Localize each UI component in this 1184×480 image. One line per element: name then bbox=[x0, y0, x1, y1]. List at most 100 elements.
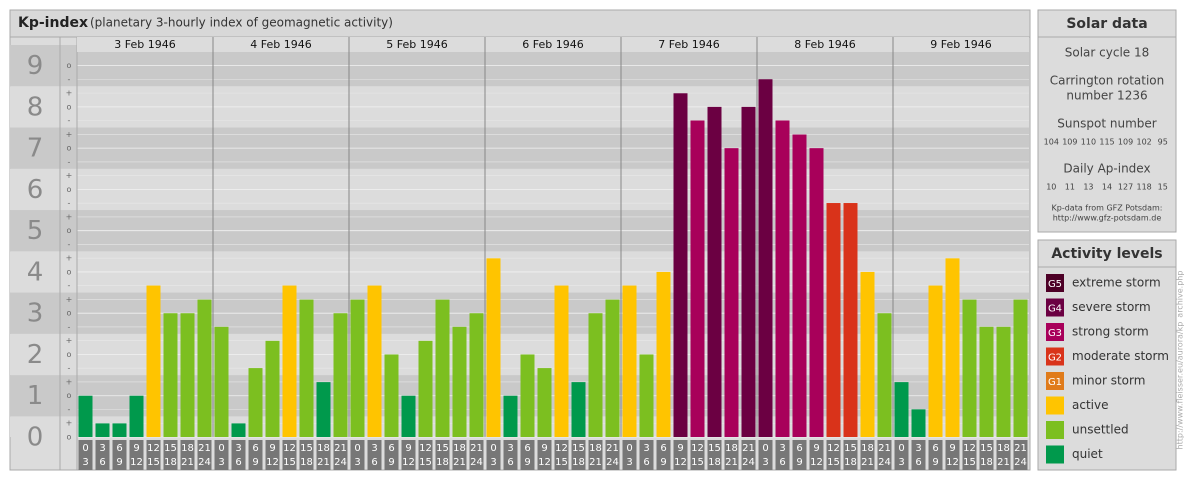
bar bbox=[214, 326, 229, 437]
hour-cell bbox=[112, 440, 127, 470]
bar bbox=[605, 299, 620, 437]
bar bbox=[979, 326, 994, 437]
bar bbox=[860, 271, 875, 437]
hour-label: 6 bbox=[235, 457, 241, 468]
bar bbox=[962, 299, 977, 437]
bar bbox=[894, 382, 909, 437]
hour-label: 9 bbox=[252, 457, 258, 468]
hour-cell bbox=[452, 440, 467, 470]
bar bbox=[639, 354, 654, 437]
bar bbox=[384, 354, 399, 437]
bar bbox=[877, 313, 892, 437]
hour-label: 12 bbox=[147, 443, 160, 454]
solar-value: 109 bbox=[1062, 138, 1077, 147]
hour-label: 12 bbox=[946, 457, 959, 468]
date-label: 5 Feb 1946 bbox=[386, 38, 447, 51]
hour-label: 9 bbox=[116, 457, 122, 468]
bar bbox=[146, 285, 161, 437]
hour-label: 12 bbox=[674, 457, 687, 468]
hour-label: 6 bbox=[932, 443, 938, 454]
hour-cell bbox=[299, 440, 314, 470]
bar bbox=[231, 423, 246, 437]
hour-cell bbox=[503, 440, 518, 470]
band bbox=[10, 416, 1029, 437]
y-tick-label: 0 bbox=[27, 423, 44, 453]
hour-label: 15 bbox=[419, 457, 432, 468]
hour-label: 0 bbox=[762, 443, 768, 454]
bar bbox=[418, 340, 433, 437]
carrington: Carrington rotation bbox=[1050, 74, 1164, 88]
bar bbox=[248, 368, 263, 437]
hour-label: 9 bbox=[660, 457, 666, 468]
legend-code: G1 bbox=[1048, 377, 1062, 388]
solar-panel bbox=[1037, 9, 1177, 233]
hour-label: 21 bbox=[198, 443, 211, 454]
bar bbox=[809, 148, 824, 437]
hour-label: 21 bbox=[453, 457, 466, 468]
hour-cell bbox=[894, 440, 909, 470]
legend-code: G2 bbox=[1048, 353, 1062, 364]
hour-label: 3 bbox=[82, 457, 88, 468]
hour-label: 21 bbox=[589, 457, 602, 468]
hour-cell bbox=[945, 440, 960, 470]
subtick-label: + bbox=[66, 89, 73, 98]
hour-label: 21 bbox=[725, 457, 738, 468]
date-label: 7 Feb 1946 bbox=[658, 38, 719, 51]
solar-value: 11 bbox=[1065, 183, 1075, 192]
subtick-label: - bbox=[68, 75, 71, 84]
bar bbox=[690, 120, 705, 438]
hour-label: 15 bbox=[691, 457, 704, 468]
legend-swatch bbox=[1046, 347, 1064, 366]
hour-label: 3 bbox=[898, 457, 904, 468]
bar bbox=[826, 203, 841, 437]
bar bbox=[741, 106, 756, 437]
date-label: 4 Feb 1946 bbox=[250, 38, 311, 51]
y-tick-label: 1 bbox=[27, 381, 44, 411]
legend-swatch bbox=[1046, 274, 1064, 292]
hour-cell bbox=[571, 440, 586, 470]
hour-cell bbox=[860, 440, 875, 470]
solar-value: 110 bbox=[1081, 138, 1096, 147]
hour-label: 24 bbox=[878, 457, 891, 468]
hour-cell bbox=[129, 440, 144, 470]
hour-cell bbox=[843, 440, 858, 470]
hour-cell bbox=[911, 440, 926, 470]
hour-label: 15 bbox=[436, 443, 449, 454]
legend-swatch bbox=[1046, 445, 1064, 464]
hour-cell bbox=[214, 440, 229, 470]
bar bbox=[333, 313, 348, 437]
solar-value: 102 bbox=[1137, 138, 1152, 147]
subtick-label: + bbox=[66, 130, 73, 139]
subtick-label: - bbox=[68, 322, 71, 331]
hour-cell bbox=[384, 440, 399, 470]
subtick-label: + bbox=[66, 254, 73, 263]
solar-value: 127 bbox=[1118, 183, 1133, 192]
bar bbox=[996, 326, 1011, 437]
chart-subtitle: (planetary 3-hourly index of geomagnetic… bbox=[90, 16, 393, 30]
hour-label: 0 bbox=[626, 443, 632, 454]
hour-label: 6 bbox=[252, 443, 258, 454]
hour-label: 15 bbox=[164, 443, 177, 454]
bar bbox=[928, 285, 943, 437]
hour-label: 3 bbox=[779, 443, 785, 454]
subtick-label: - bbox=[68, 281, 71, 290]
hour-label: 21 bbox=[742, 443, 755, 454]
hour-label: 12 bbox=[963, 443, 976, 454]
hour-label: 9 bbox=[932, 457, 938, 468]
solar-cycle: Solar cycle 18 bbox=[1065, 46, 1150, 60]
hour-cell bbox=[95, 440, 110, 470]
date-label: 6 Feb 1946 bbox=[522, 38, 583, 51]
hour-label: 24 bbox=[606, 457, 619, 468]
hour-cell bbox=[537, 440, 552, 470]
hour-label: 0 bbox=[898, 443, 904, 454]
hour-label: 9 bbox=[949, 443, 955, 454]
hour-label: 18 bbox=[164, 457, 177, 468]
hour-label: 12 bbox=[691, 443, 704, 454]
bar bbox=[537, 368, 552, 437]
hour-cell bbox=[809, 440, 824, 470]
hour-cell bbox=[724, 440, 739, 470]
legend-label: moderate storm bbox=[1072, 349, 1169, 363]
hour-label: 3 bbox=[626, 457, 632, 468]
bar bbox=[129, 395, 144, 437]
